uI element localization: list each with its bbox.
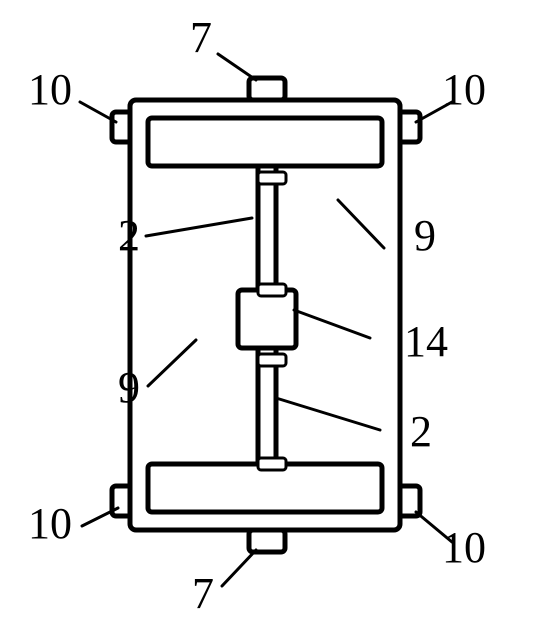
shaft-head-1 bbox=[258, 284, 286, 296]
label-10-1: 10 bbox=[28, 64, 72, 115]
label-14-5: 14 bbox=[404, 316, 448, 367]
label-10-8: 10 bbox=[28, 498, 72, 549]
leader-0 bbox=[218, 54, 256, 80]
leader-1 bbox=[80, 102, 116, 122]
label-7-0: 7 bbox=[190, 12, 212, 63]
top-nut bbox=[249, 78, 285, 100]
label-10-2: 10 bbox=[442, 64, 486, 115]
label-10-9: 10 bbox=[442, 522, 486, 573]
center-block bbox=[238, 290, 296, 348]
label-9-6: 9 bbox=[118, 362, 140, 413]
top-bar bbox=[148, 118, 382, 166]
shaft-head-2 bbox=[258, 354, 286, 366]
shaft-head-0 bbox=[258, 172, 286, 184]
label-2-3: 2 bbox=[118, 210, 140, 261]
bottom-nut bbox=[249, 530, 285, 552]
label-9-4: 9 bbox=[414, 210, 436, 261]
label-7-10: 7 bbox=[192, 568, 214, 619]
label-2-7: 2 bbox=[410, 406, 432, 457]
shaft-head-3 bbox=[258, 458, 286, 470]
leader-10 bbox=[222, 550, 256, 586]
